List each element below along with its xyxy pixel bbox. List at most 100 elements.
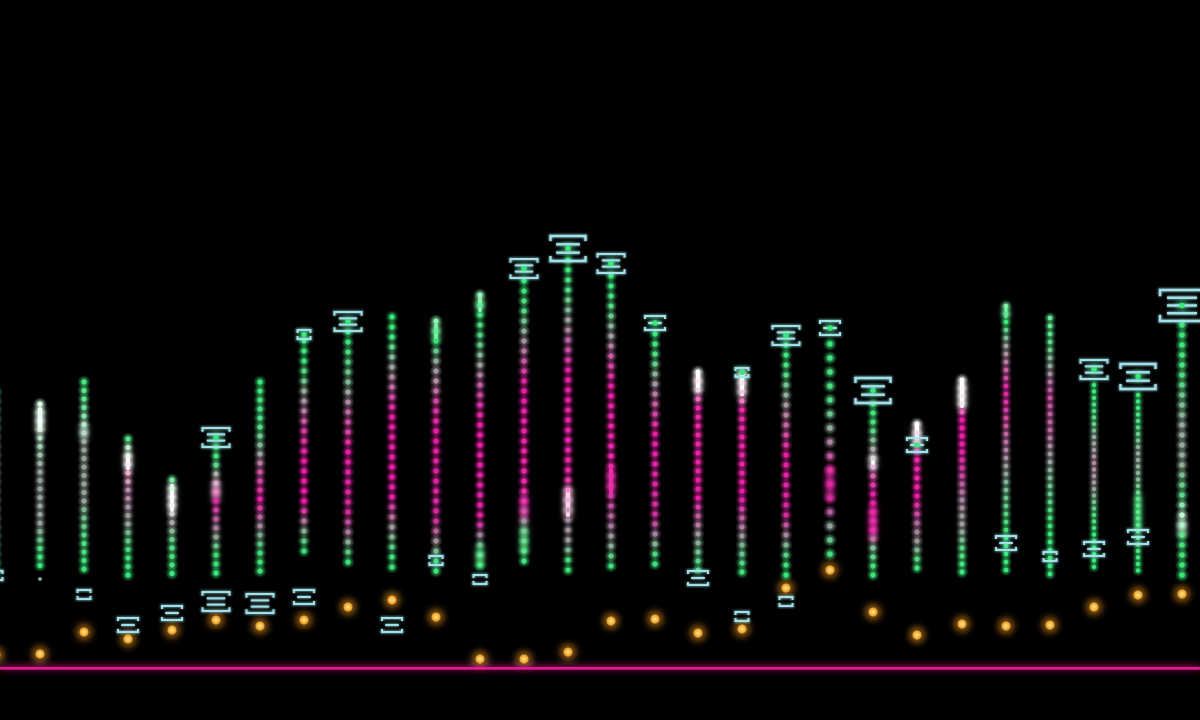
particle-dot — [1003, 487, 1009, 493]
particle-dot — [652, 511, 658, 517]
particle-dot — [914, 511, 920, 517]
bracket-glyph — [1127, 529, 1149, 545]
particle-dot — [652, 341, 658, 347]
glyph-green-dot — [652, 320, 658, 326]
particle-dot — [389, 524, 395, 530]
particle-dot — [301, 378, 307, 384]
particle-dot — [1047, 539, 1053, 545]
bracket-glyph — [381, 617, 403, 633]
particle-dot — [1091, 389, 1097, 394]
bracket-glyph-glow — [777, 595, 795, 608]
particle-dot-halo — [0, 524, 1, 530]
particle-dot — [783, 522, 789, 528]
particle-dot — [1047, 403, 1053, 409]
particle-dot — [125, 546, 131, 553]
particle-dot — [914, 547, 920, 553]
particle-dot — [695, 378, 701, 384]
particle-dot — [1003, 495, 1009, 501]
particle-dot — [565, 397, 571, 403]
particle-dot — [345, 409, 351, 415]
particle-dot — [477, 372, 483, 378]
residual-dot — [38, 577, 42, 581]
particle-dot-halo — [0, 515, 1, 521]
particle-dot — [695, 531, 701, 537]
particle-dot — [608, 443, 614, 449]
orange-dot — [343, 602, 353, 612]
particle-dot — [783, 572, 789, 578]
particle-dot — [301, 458, 307, 464]
particle-dot — [301, 498, 307, 504]
particle-dot-halo — [0, 461, 1, 467]
particle-dot — [1047, 531, 1053, 537]
particle-dot — [521, 468, 527, 474]
particle-dot — [914, 475, 920, 481]
particle-dot — [301, 408, 307, 414]
particle-dot — [959, 401, 965, 407]
orange-dot — [211, 615, 221, 625]
particle-dot — [959, 513, 965, 519]
particle-dot — [1091, 519, 1097, 524]
particle-dot — [389, 554, 395, 560]
particle-dot — [1003, 343, 1009, 349]
particle-dot — [1003, 551, 1009, 557]
particle-dot — [477, 332, 483, 338]
bracket-glyph — [734, 367, 750, 378]
particle-dot — [565, 477, 571, 483]
particle-dot — [301, 448, 307, 454]
particle-dot — [959, 473, 965, 479]
particle-dot — [125, 529, 131, 536]
glyph-green-dot — [213, 434, 219, 441]
orange-dot — [519, 654, 529, 664]
particle-dot — [652, 561, 658, 567]
particle-dot — [477, 502, 483, 508]
particle-dot — [565, 447, 571, 453]
dot-core-layer — [0, 257, 1200, 670]
particle-dot — [870, 464, 876, 470]
particle-dot — [1047, 555, 1053, 561]
particle-dot — [695, 441, 701, 447]
particle-dot-halo — [0, 443, 1, 449]
particle-dot — [477, 412, 483, 418]
particle-dot — [739, 569, 745, 575]
particle-dot — [1091, 447, 1097, 453]
particle-dot — [1047, 435, 1053, 441]
particle-dot — [739, 407, 745, 413]
particle-dot — [521, 348, 527, 354]
bracket-glyph — [472, 574, 488, 585]
particle-dot — [827, 495, 833, 501]
particle-dot — [433, 418, 439, 424]
particle-dot — [433, 378, 439, 384]
particle-dot — [608, 363, 614, 369]
particle-dot — [81, 447, 87, 453]
particle-dot — [477, 492, 483, 498]
particle-dot — [1003, 463, 1009, 469]
particle-dot — [1179, 402, 1185, 408]
orange-dot — [868, 607, 878, 617]
particle-dot — [959, 393, 965, 399]
particle-dot — [1091, 467, 1097, 472]
particle-dot — [301, 348, 307, 354]
particle-dot — [257, 415, 263, 421]
particle-dot — [1091, 499, 1097, 505]
particle-dot — [433, 508, 439, 514]
particle-dot — [1047, 331, 1053, 337]
particle-dot — [959, 465, 965, 471]
particle-dot — [81, 523, 87, 530]
particle-dot — [433, 318, 439, 324]
particle-dot — [652, 391, 658, 397]
particle-dot — [213, 543, 219, 549]
particle-dot — [125, 478, 131, 485]
particle-dot — [608, 343, 614, 349]
bracket-glyph — [296, 329, 312, 340]
particle-dot — [870, 563, 876, 569]
particle-dot — [213, 471, 219, 477]
particle-dot — [783, 452, 789, 458]
bracket-glyph — [117, 617, 139, 633]
particle-dot — [565, 387, 571, 393]
particle-dot — [608, 393, 614, 399]
particle-dot — [739, 479, 745, 485]
particle-dot — [1135, 399, 1141, 404]
particle-dot — [257, 451, 263, 457]
particle-dot — [1135, 438, 1141, 443]
particle-dot — [1003, 399, 1009, 405]
